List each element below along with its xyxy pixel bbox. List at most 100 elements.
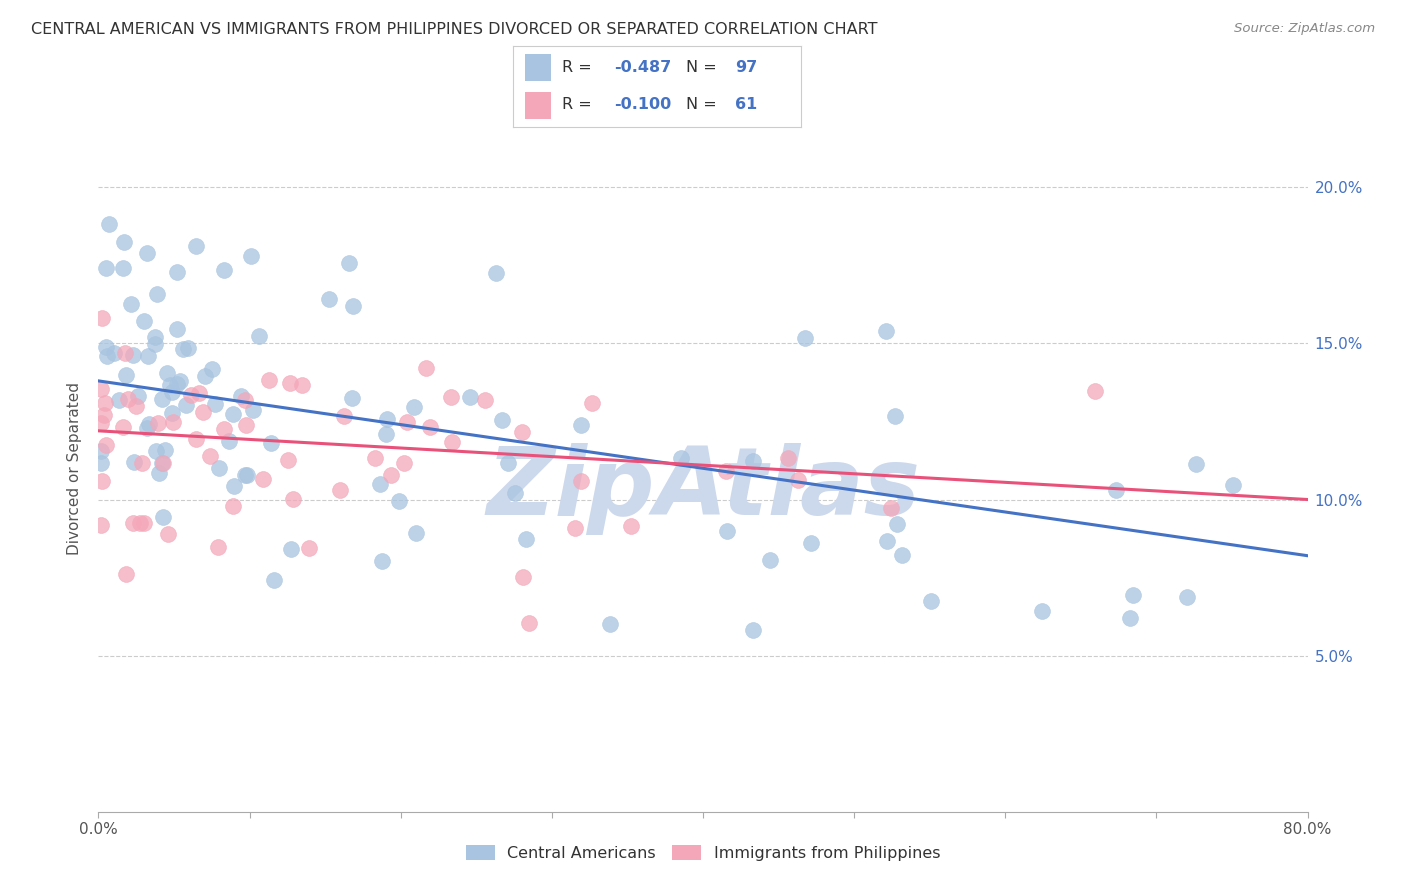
Point (224, 479, 246, 493)
Point (146, 417, 169, 431)
Point (1175, 590, 1198, 604)
Point (93, 408, 115, 422)
Point (115, 368, 138, 382)
Text: Source: ZipAtlas.com: Source: ZipAtlas.com (1234, 22, 1375, 36)
Point (485, 266, 508, 280)
Point (340, 391, 363, 405)
Point (159, 378, 181, 392)
Point (620, 519, 643, 533)
Point (260, 436, 283, 450)
Point (564, 521, 586, 535)
Point (1184, 458, 1206, 472)
Point (396, 415, 419, 429)
Text: 97: 97 (735, 60, 758, 75)
Point (96, 260, 118, 275)
Point (201, 362, 224, 376)
Point (364, 450, 387, 465)
Point (90, 311, 112, 326)
Point (242, 402, 264, 417)
Point (368, 476, 391, 491)
Point (115, 566, 138, 581)
Point (172, 343, 194, 357)
Point (569, 474, 592, 488)
Point (103, 346, 125, 360)
Point (333, 409, 356, 423)
Point (112, 235, 135, 250)
Point (342, 299, 364, 313)
Point (512, 570, 534, 584)
Point (318, 293, 340, 307)
Point (122, 516, 145, 530)
Point (794, 331, 817, 345)
Point (180, 387, 202, 401)
Point (184, 432, 207, 446)
Point (291, 377, 314, 392)
Point (121, 348, 143, 362)
Point (259, 372, 281, 386)
Point (277, 453, 299, 467)
Point (515, 533, 537, 547)
Point (156, 366, 179, 380)
Point (883, 409, 905, 424)
Point (124, 455, 146, 469)
Point (741, 454, 763, 468)
Point (280, 541, 302, 556)
FancyBboxPatch shape (524, 54, 551, 81)
Point (891, 549, 914, 563)
Point (875, 324, 897, 338)
Point (204, 397, 226, 411)
Point (263, 573, 285, 587)
Point (138, 417, 160, 431)
Point (440, 390, 463, 404)
Point (153, 443, 176, 458)
Point (166, 321, 188, 335)
FancyBboxPatch shape (524, 92, 551, 120)
Point (402, 401, 425, 415)
Point (193, 405, 215, 419)
Point (94, 396, 117, 410)
Point (188, 385, 211, 400)
Point (370, 554, 392, 568)
Point (920, 593, 942, 607)
Point (1031, 604, 1053, 618)
Point (136, 349, 159, 363)
Point (298, 541, 321, 556)
Text: 61: 61 (735, 97, 758, 112)
Point (337, 256, 360, 270)
Point (496, 457, 519, 471)
Point (222, 500, 245, 514)
Point (150, 456, 173, 470)
Point (97, 217, 120, 231)
Point (240, 249, 263, 263)
Point (143, 329, 166, 343)
Point (150, 392, 173, 406)
Point (134, 516, 156, 531)
Point (194, 368, 217, 383)
Point (96, 350, 118, 364)
Point (90, 382, 112, 396)
Point (135, 421, 157, 435)
Point (252, 472, 274, 486)
Point (134, 314, 156, 328)
Point (108, 392, 131, 407)
Point (235, 417, 257, 432)
Point (131, 456, 153, 470)
Point (166, 377, 188, 392)
Point (233, 467, 256, 482)
Point (111, 420, 134, 434)
Text: R =: R = (562, 60, 598, 75)
Point (669, 450, 692, 465)
Point (1122, 588, 1144, 602)
Point (1084, 384, 1107, 398)
Point (491, 413, 513, 427)
Point (375, 412, 398, 426)
Point (1222, 478, 1244, 492)
Point (177, 341, 200, 355)
Point (169, 374, 191, 388)
Point (114, 346, 136, 360)
Point (1119, 611, 1142, 625)
Point (581, 396, 603, 410)
Y-axis label: Divorced or Separated: Divorced or Separated (67, 382, 83, 555)
Point (157, 527, 180, 541)
Point (458, 390, 481, 404)
